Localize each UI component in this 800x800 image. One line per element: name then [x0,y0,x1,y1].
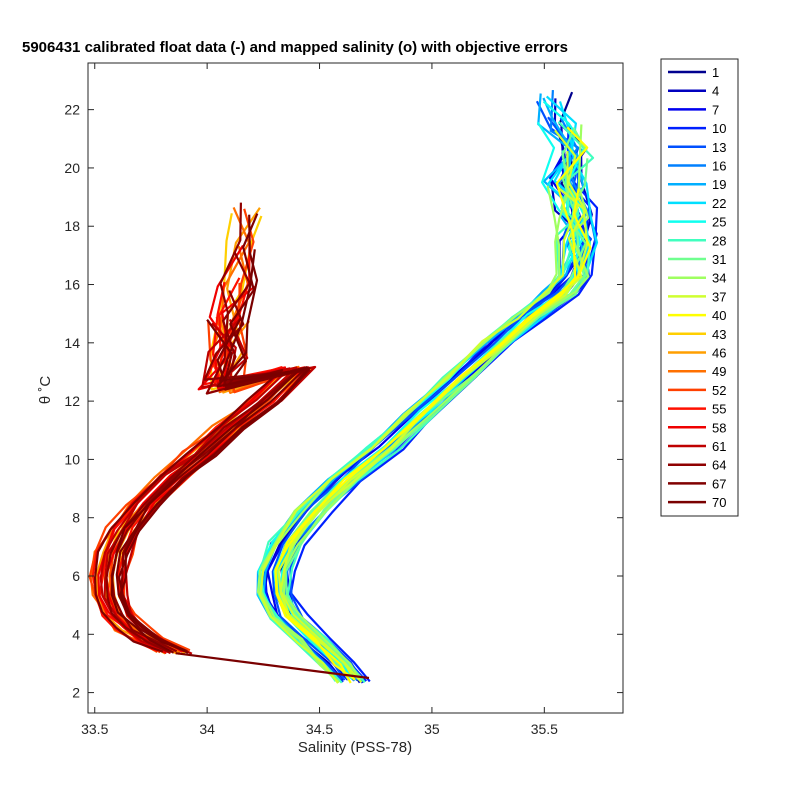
axes-box [87,62,624,714]
legend-label: 46 [712,346,726,361]
legend-label: 19 [712,177,726,192]
x-tick-label: 34.5 [306,721,333,737]
y-tick-label: 16 [64,277,80,293]
profile-lines [88,90,599,684]
legend-label: 61 [712,439,726,454]
y-axis-label: θ ˚C [37,376,54,405]
legend-label: 10 [712,121,726,136]
y-tick-label: 22 [64,102,80,118]
legend-label: 28 [712,233,726,248]
legend-label: 49 [712,364,726,379]
legend-label: 43 [712,327,726,342]
y-tick-label: 6 [72,568,80,584]
legend-label: 67 [712,476,726,491]
y-tick-label: 10 [64,451,80,467]
legend-label: 13 [712,140,726,155]
profile-line-69 [119,214,311,652]
legend-label: 4 [712,84,719,99]
legend: 1 4 7 10 13 16 19 22 25 28 31 34 37 40 43 46 49 52 55 58 61 6… [660,58,739,517]
profile-line-34 [282,124,590,681]
legend-label: 37 [712,289,726,304]
y-tick-label: 2 [72,685,80,701]
y-tick-label: 8 [72,510,80,526]
legend-label: 52 [712,383,726,398]
y-tick-label: 14 [64,335,80,351]
y-tick-label: 12 [64,393,80,409]
legend-label: 64 [712,458,726,473]
legend-label: 70 [712,495,726,510]
profile-line-38 [259,151,580,684]
profile-line-40 [274,126,589,684]
y-tick-label: 20 [64,160,80,176]
plot-area: 33.5 34 34.5 35 35.5 2 4 6 8 10 12 14 16 18 20 22 [64,62,624,737]
profile-line-70 [110,249,300,654]
legend-label: 55 [712,402,726,417]
chart-title: 5906431 calibrated float data (-) and ma… [22,39,568,56]
x-tick-label: 34 [199,721,215,737]
legend-label: 1 [712,65,719,80]
y-axis-ticks: 2 4 6 8 10 12 14 16 18 20 22 [64,102,623,701]
x-axis-ticks: 33.5 34 34.5 35 35.5 [81,63,558,737]
y-tick-label: 18 [64,218,80,234]
x-tick-label: 33.5 [81,721,108,737]
x-axis-label: Salinity (PSS-78) [298,739,412,756]
y-tick-label: 4 [72,626,80,642]
legend-label: 7 [712,102,719,117]
legend-label: 40 [712,308,726,323]
deep-segment-line [175,652,370,680]
legend-box [660,58,739,517]
legend-label: 16 [712,159,726,174]
legend-label: 34 [712,271,726,286]
legend-label: 58 [712,420,726,435]
x-tick-label: 35.5 [531,721,558,737]
legend-items: 1 4 7 10 13 16 19 22 25 28 31 34 37 40 43 46 49 52 55 58 61 6… [668,65,726,510]
profile-line-64 [105,290,299,654]
x-tick-label: 35 [424,721,440,737]
legend-label: 22 [712,196,726,211]
legend-label: 31 [712,252,726,267]
legend-label: 25 [712,215,726,230]
